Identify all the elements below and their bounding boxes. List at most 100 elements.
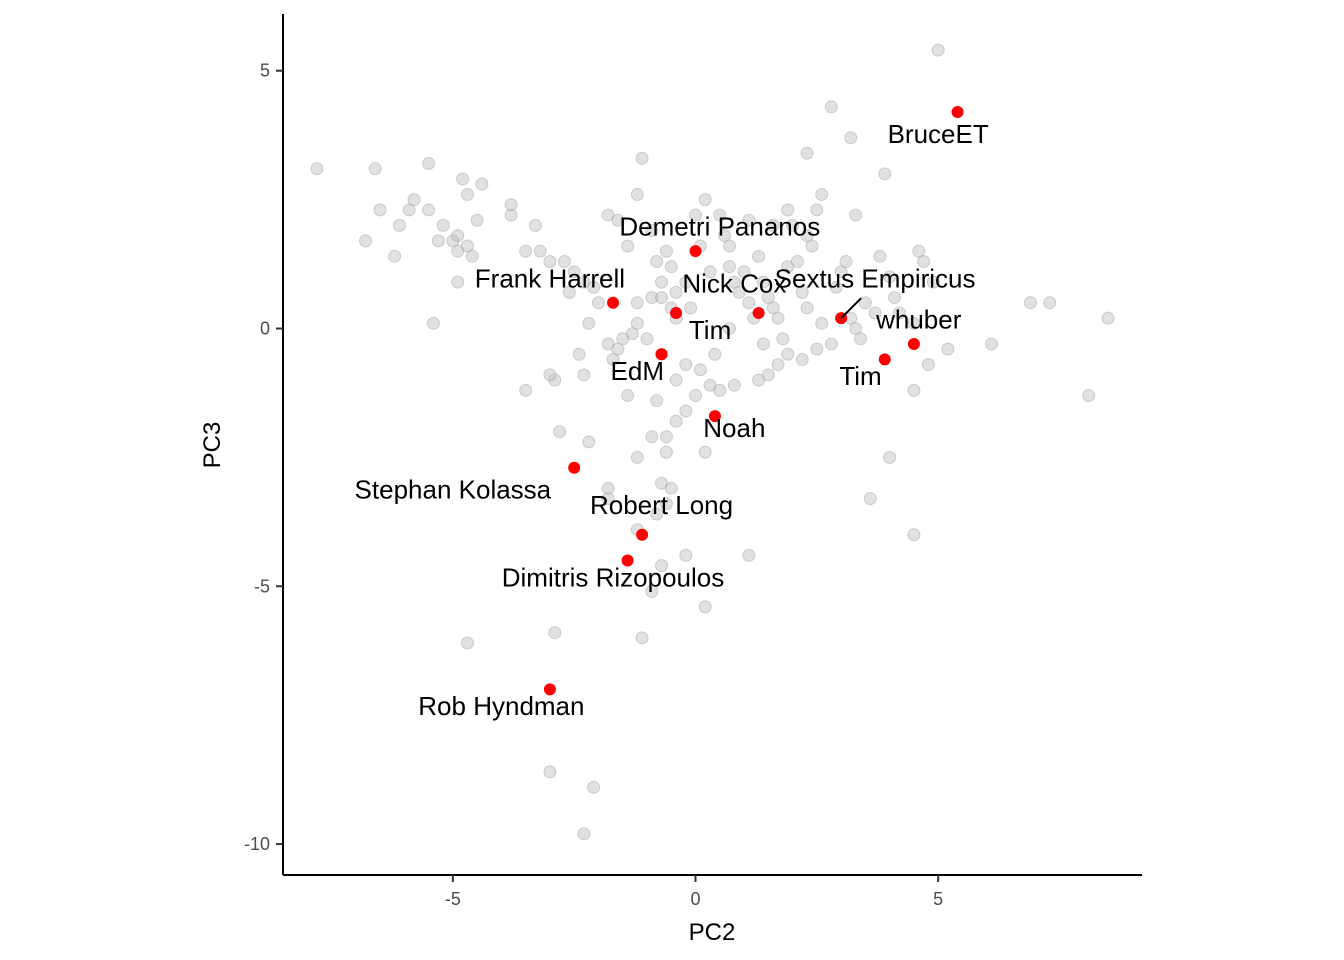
background-point	[781, 347, 795, 361]
background-point	[727, 275, 741, 289]
background-point	[611, 213, 625, 227]
background-point	[548, 373, 562, 387]
background-point	[504, 208, 518, 222]
background-point	[849, 208, 863, 222]
background-point	[446, 234, 460, 248]
background-point	[868, 306, 882, 320]
point-label: Frank Harrell	[475, 263, 625, 293]
background-point	[1043, 296, 1057, 310]
x-tick-label: 5	[933, 889, 943, 909]
x-axis-title: PC2	[689, 919, 736, 946]
background-point	[451, 275, 465, 289]
background-point	[456, 172, 470, 186]
background-point	[655, 559, 669, 573]
background-point	[679, 548, 693, 562]
highlight-point	[607, 296, 620, 309]
background-point	[718, 229, 732, 243]
background-point	[611, 342, 625, 356]
background-point	[878, 167, 892, 181]
background-point	[587, 780, 601, 794]
background-point	[451, 244, 465, 258]
y-tick-label: -5	[254, 576, 270, 596]
point-labels: BruceET Demetri Pananos Frank Harrell Nick …	[355, 119, 989, 721]
background-point	[591, 296, 605, 310]
background-point	[533, 244, 547, 258]
background-point	[616, 332, 630, 346]
background-point	[887, 291, 901, 305]
y-axis-title: PC3	[199, 422, 226, 469]
highlight-point	[752, 307, 765, 320]
background-point	[582, 435, 596, 449]
background-point	[402, 203, 416, 217]
point-label: Tim	[689, 315, 731, 345]
background-point	[562, 285, 576, 299]
background-point	[926, 275, 940, 289]
background-point	[844, 131, 858, 145]
background-point	[422, 203, 436, 217]
background-point	[519, 244, 533, 258]
background-point	[752, 373, 766, 387]
point-label: Demetri Pananos	[619, 212, 820, 242]
background-point	[373, 203, 387, 217]
background-point	[892, 306, 906, 320]
background-point	[703, 265, 717, 279]
background-point	[684, 301, 698, 315]
background-point	[742, 548, 756, 562]
highlight-point	[951, 105, 964, 118]
background-point	[601, 208, 615, 222]
background-point	[630, 296, 644, 310]
background-point	[630, 316, 644, 330]
background-point	[722, 260, 736, 274]
background-point	[713, 383, 727, 397]
highlight-point	[655, 348, 668, 361]
background-point	[727, 378, 741, 392]
point-label: whuber	[875, 304, 962, 334]
background-point	[640, 332, 654, 346]
background-point	[829, 280, 843, 294]
background-point	[839, 254, 853, 268]
background-point	[1101, 311, 1115, 325]
background-point	[854, 332, 868, 346]
background-point	[931, 43, 945, 57]
background-point	[698, 193, 712, 207]
highlight-point	[568, 461, 581, 474]
background-point	[815, 316, 829, 330]
highlight-point	[621, 554, 634, 567]
background-point	[359, 234, 373, 248]
background-point	[504, 198, 518, 212]
point-label: Tim	[839, 361, 881, 391]
background-point	[873, 249, 887, 263]
background-point	[577, 275, 591, 289]
background-point	[761, 368, 775, 382]
highlight-point	[708, 410, 721, 423]
background-point	[805, 239, 819, 253]
background-point	[645, 584, 659, 598]
highlight-point	[670, 307, 683, 320]
background-point	[824, 337, 838, 351]
background-point	[1082, 389, 1096, 403]
background-point	[388, 249, 402, 263]
background-point	[771, 311, 785, 325]
point-label: BruceET	[888, 119, 989, 149]
background-point	[722, 239, 736, 253]
background-point	[655, 476, 669, 490]
background-point	[737, 265, 751, 279]
background-point	[917, 254, 931, 268]
highlighted-points	[543, 105, 964, 696]
background-point	[645, 430, 659, 444]
background-point	[470, 213, 484, 227]
background-point	[742, 296, 756, 310]
background-point	[577, 827, 591, 841]
background-point	[776, 332, 790, 346]
highlight-point	[878, 353, 891, 366]
background-point	[756, 337, 770, 351]
background-point	[655, 291, 669, 305]
background-point	[621, 239, 635, 253]
y-tick-label: -10	[244, 834, 270, 854]
x-tick-label: -5	[445, 889, 461, 909]
background-point	[834, 265, 848, 279]
y-tick-label: 5	[260, 61, 270, 81]
background-point	[863, 492, 877, 506]
axes: -5 0 5 -10 -5 0 5	[244, 14, 1142, 909]
